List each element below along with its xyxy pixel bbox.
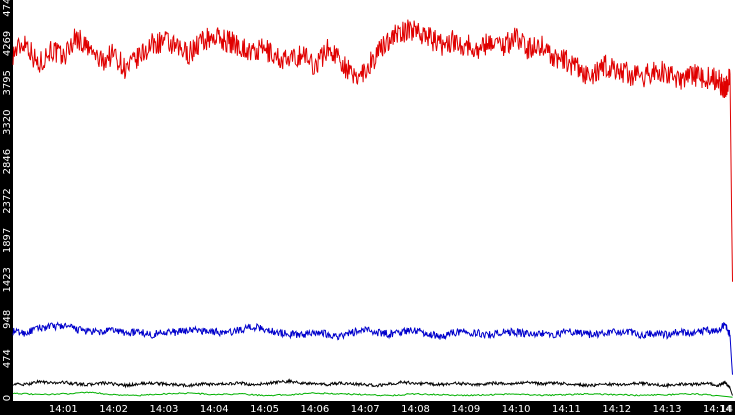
x-tick-label: 14:02 <box>99 404 128 415</box>
y-tick-label: 2846 <box>2 149 13 174</box>
y-tick-label: 474 <box>2 349 13 368</box>
y-tick-labels: 0 474 948 1423 1897 2372 2846 3320 3795 4269 4744 <box>2 0 13 401</box>
series-line-2 <box>12 378 733 396</box>
x-tick-label: 14:03 <box>150 404 179 415</box>
x-tick-label: 14:05 <box>250 404 279 415</box>
x-tick-label: 14 <box>720 404 733 415</box>
y-tick-label: 4269 <box>2 31 13 56</box>
x-tick-label: 14:09 <box>451 404 480 415</box>
series-line-0 <box>12 19 733 282</box>
y-tick-label: 948 <box>2 310 13 329</box>
y-tick-label: 1897 <box>2 228 13 253</box>
x-tick-label: 14:13 <box>653 404 682 415</box>
y-tick-label: 3795 <box>2 70 13 95</box>
y-axis-bar <box>0 0 13 415</box>
x-tick-label: 14:07 <box>351 404 380 415</box>
x-axis-bar <box>0 401 735 415</box>
x-tick-label: 14:10 <box>502 404 531 415</box>
y-tick-label: 1423 <box>2 267 13 292</box>
x-tick-label: 14:01 <box>49 404 78 415</box>
series-line-3 <box>12 391 733 398</box>
x-tick-label: 14:14 <box>703 404 732 415</box>
x-tick-label: 14:06 <box>300 404 329 415</box>
y-tick-label: 3320 <box>2 110 13 135</box>
y-tick-label: 4744 <box>2 0 13 17</box>
x-tick-label: 14:12 <box>602 404 631 415</box>
x-tick-label: 14:08 <box>401 404 430 415</box>
x-tick-label: 14:11 <box>552 404 581 415</box>
x-tick-label: 14:04 <box>200 404 229 415</box>
x-tick-labels: 14:01 14:02 14:03 14:04 14:05 14:06 14:07 14:08… <box>49 404 733 415</box>
y-tick-label: 2372 <box>2 188 13 213</box>
series-line-1 <box>12 321 733 375</box>
y-tick-label: 0 <box>2 395 13 401</box>
series-layer <box>12 19 733 398</box>
